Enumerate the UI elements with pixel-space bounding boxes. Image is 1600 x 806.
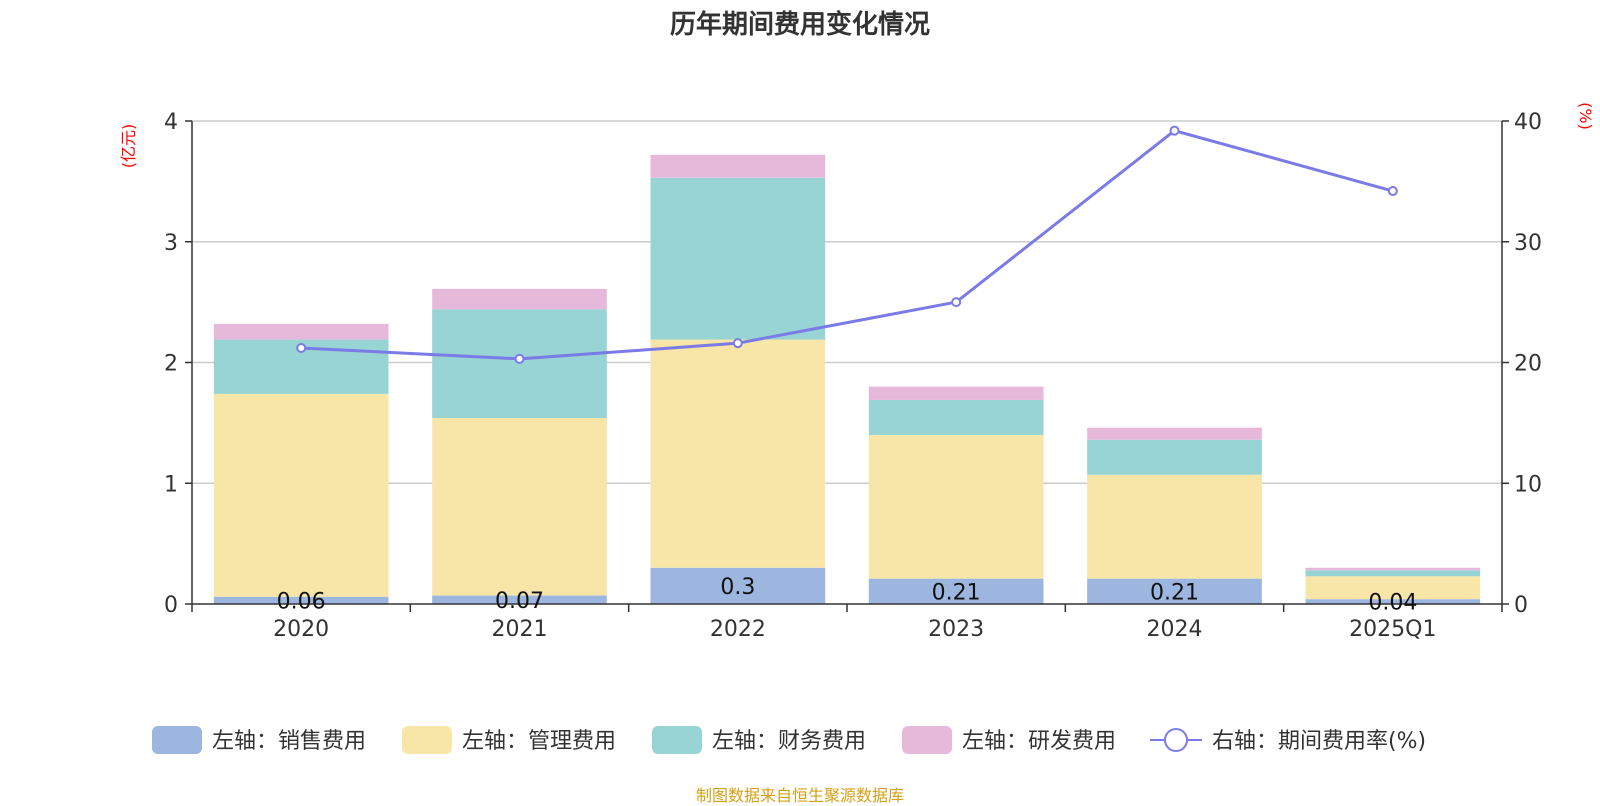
legend-label: 左轴：管理费用 xyxy=(462,729,616,754)
rate-point xyxy=(1387,186,1398,197)
right-tick-label: 30 xyxy=(1514,231,1542,256)
rate-line xyxy=(301,129,1394,361)
bar-segment xyxy=(868,399,1044,435)
bar-data-label: 0.04 xyxy=(1368,591,1417,616)
x-tick-label: 2021 xyxy=(492,617,548,642)
bar-data-label: 0.21 xyxy=(932,580,981,605)
chart-title: 历年期间费用变化情况 xyxy=(669,10,930,40)
left-tick-label: 4 xyxy=(164,110,178,135)
left-tick-label: 0 xyxy=(164,593,178,618)
bar-segment xyxy=(650,567,826,604)
bar-segment xyxy=(1305,570,1481,577)
legend-label: 左轴：财务费用 xyxy=(712,729,866,754)
legend-swatch xyxy=(402,726,452,754)
bar-segment xyxy=(213,393,389,597)
rate-point xyxy=(1169,125,1180,136)
right-tick-label: 10 xyxy=(1514,472,1542,497)
bar-data-label: 0.07 xyxy=(495,589,544,614)
left-tick-label: 1 xyxy=(164,472,178,497)
rate-point xyxy=(514,353,525,364)
bar-segment xyxy=(868,578,1044,604)
legend-label: 左轴：销售费用 xyxy=(212,729,366,754)
bar-segment xyxy=(650,154,826,178)
legend-swatch xyxy=(652,726,702,754)
bar-segment xyxy=(1087,439,1262,475)
data-labels: 0.06 0.07 0.3 0.21 0.21 0.04 xyxy=(277,575,1418,616)
rate-point xyxy=(296,343,307,354)
bar-data-label: 0.21 xyxy=(1150,580,1199,605)
legend-marker xyxy=(1164,728,1188,752)
rate-point xyxy=(732,338,743,349)
bar-segment xyxy=(1087,578,1262,604)
bar-segment xyxy=(432,595,607,604)
x-tick-label: 2023 xyxy=(928,617,984,642)
legend-swatch xyxy=(152,726,202,754)
left-tick-label: 3 xyxy=(164,231,178,256)
bar-segment xyxy=(432,288,607,310)
bar-segment xyxy=(1305,576,1481,600)
rate-point xyxy=(951,297,962,308)
x-tick-label: 2024 xyxy=(1147,617,1203,642)
left-axis-unit: (亿元) xyxy=(119,124,138,169)
bar-segment xyxy=(650,177,826,340)
bar-series xyxy=(213,154,1481,604)
data-source-note: 制图数据来自恒生聚源数据库 xyxy=(695,786,904,805)
bar-segment xyxy=(1087,474,1262,579)
bar-segment xyxy=(1305,599,1481,604)
bar-segment xyxy=(868,386,1044,400)
line-series xyxy=(296,125,1398,364)
x-tick-label: 2025Q1 xyxy=(1349,617,1436,642)
x-tick-label: 2020 xyxy=(273,617,329,642)
bar-segment xyxy=(213,596,389,604)
legend-swatch xyxy=(902,726,952,754)
left-tick-label: 2 xyxy=(164,352,178,377)
bar-data-label: 0.06 xyxy=(277,589,326,614)
right-tick-label: 40 xyxy=(1514,110,1542,135)
legend: 左轴：销售费用 左轴：管理费用 左轴：财务费用 左轴：研发费用 右轴：期间费用率(%) xyxy=(152,726,1426,754)
legend-label: 左轴：研发费用 xyxy=(962,729,1116,754)
bar-segment xyxy=(1087,427,1262,440)
legend-label: 右轴：期间费用率(%) xyxy=(1212,729,1426,754)
right-axis-unit: (%) xyxy=(1576,102,1595,130)
bar-data-label: 0.3 xyxy=(720,575,755,600)
grid-lines xyxy=(192,120,1502,484)
bar-segment xyxy=(650,339,826,568)
right-tick-label: 0 xyxy=(1514,593,1528,618)
bar-segment xyxy=(213,323,389,340)
x-tick-label: 2022 xyxy=(710,617,766,642)
bar-segment xyxy=(1305,567,1481,571)
right-tick-label: 20 xyxy=(1514,352,1542,377)
bar-segment xyxy=(432,418,607,596)
bar-segment xyxy=(868,434,1044,579)
